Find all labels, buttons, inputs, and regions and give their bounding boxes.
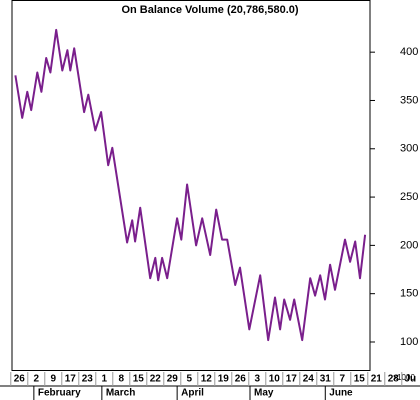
x-tick-label: 12: [201, 374, 213, 385]
y-tick-label: 300: [400, 143, 418, 155]
x-tick-label: 2: [34, 374, 40, 385]
y-tick-label: 100: [400, 336, 418, 348]
x-tick-label: 26: [235, 374, 247, 385]
month-label: April: [181, 388, 204, 399]
obv-line: [14, 28, 367, 342]
x-tick-label: 7: [340, 374, 346, 385]
x-tick-label: 29: [167, 374, 179, 385]
x-tick-label: 23: [82, 374, 94, 385]
month-label: March: [106, 388, 135, 399]
x-tick-label: 9: [51, 374, 57, 385]
x-tick-label: 17: [65, 374, 77, 385]
x-tick-label: 28: [388, 374, 400, 385]
x-tick-label: Ju: [404, 374, 416, 385]
x-tick-label: 10: [269, 374, 281, 385]
month-label: February: [38, 388, 81, 399]
x-tick-label: 15: [133, 374, 145, 385]
x-tick-label: 31: [320, 374, 332, 385]
x-tick-label: 15: [354, 374, 366, 385]
chart-title: On Balance Volume (20,786,580.0): [121, 4, 298, 16]
x-tick-label: 21: [371, 374, 383, 385]
x-tick-label: 3: [255, 374, 261, 385]
y-tick-label: 400: [400, 46, 418, 58]
y-tick-label: 350: [400, 94, 418, 106]
y-tick-label: 250: [400, 191, 418, 203]
plot-frame: [11, 0, 371, 371]
x-tick-label: 8: [119, 374, 125, 385]
x-tick-label: 5: [187, 374, 193, 385]
y-tick-label: 150: [400, 288, 418, 300]
x-tick-label: 24: [303, 374, 315, 385]
y-axis-unit: x1000: [393, 373, 415, 382]
x-tick-label: 22: [150, 374, 162, 385]
y-tick-label: 200: [400, 239, 418, 251]
month-label: June: [329, 388, 353, 399]
x-tick-label: 19: [218, 374, 230, 385]
month-label: May: [254, 388, 274, 399]
x-tick-label: 26: [14, 374, 26, 385]
x-tick-label: 1: [102, 374, 108, 385]
x-tick-label: 17: [286, 374, 298, 385]
